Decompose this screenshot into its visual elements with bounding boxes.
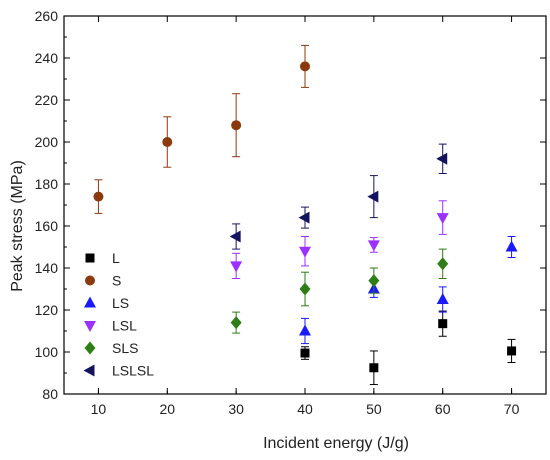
legend-label: SLS <box>112 340 138 356</box>
series-l <box>300 310 517 386</box>
legend-item-l: L <box>85 250 120 266</box>
y-tick-label: 240 <box>35 50 59 66</box>
data-point <box>367 190 379 203</box>
legend-label: LSL <box>112 318 137 334</box>
data-point <box>230 261 243 273</box>
ticks: 10 20 30 40 50 60 70 80 100 120 140 160 180 200 220 240… <box>35 8 546 417</box>
x-tick-label: 10 <box>91 401 107 417</box>
legend-item-s: S <box>85 273 121 289</box>
y-tick-label: 140 <box>35 260 59 276</box>
data-point <box>436 293 449 304</box>
data-point <box>229 230 241 243</box>
legend-label: S <box>112 273 121 289</box>
series-lslsl <box>229 143 448 250</box>
series-s <box>93 44 310 214</box>
data-point <box>231 120 242 131</box>
x-tick-label: 40 <box>297 401 313 417</box>
legend-item-lsl: LSL <box>84 318 137 334</box>
x-tick-label: 60 <box>435 401 451 417</box>
plot-area <box>93 44 518 386</box>
data-point <box>299 282 311 296</box>
data-point <box>299 324 311 336</box>
data-point <box>505 240 518 252</box>
x-tick-label: 50 <box>366 401 382 417</box>
data-point <box>300 61 310 72</box>
y-tick-label: 180 <box>35 176 59 192</box>
legend-label: L <box>112 250 120 266</box>
data-point <box>507 346 517 356</box>
legend-item-sls: SLS <box>84 340 138 356</box>
data-point <box>162 137 173 147</box>
data-point <box>230 316 242 330</box>
x-axis-title: Incident energy (J/g) <box>263 435 409 452</box>
series-sls <box>230 248 449 334</box>
x-tick-label: 20 <box>159 401 175 417</box>
data-point <box>93 191 104 202</box>
y-tick-label: 120 <box>35 302 59 318</box>
legend-label: LS <box>112 295 129 311</box>
legend-marker <box>84 296 96 308</box>
data-point <box>368 274 380 288</box>
y-tick-label: 80 <box>42 386 58 402</box>
legend-item-ls: LS <box>84 295 129 311</box>
x-tick-label: 30 <box>228 401 244 417</box>
data-point <box>300 348 310 358</box>
y-tick-label: 160 <box>35 218 59 234</box>
legend-marker <box>85 253 95 263</box>
y-tick-label: 260 <box>35 8 59 24</box>
series-ls <box>299 236 518 345</box>
y-tick-label: 220 <box>35 92 59 108</box>
data-point <box>299 246 311 258</box>
legend-label: LSLSL <box>112 363 154 379</box>
y-tick-label: 100 <box>35 344 59 360</box>
data-point <box>436 213 449 225</box>
legend-marker <box>84 321 96 332</box>
y-axis-title: Peak stress (MPa) <box>9 160 26 292</box>
x-tick-label: 70 <box>504 401 520 417</box>
data-point <box>437 257 449 271</box>
legend-marker <box>84 341 96 355</box>
data-point <box>369 363 379 373</box>
legend-marker <box>85 275 95 286</box>
legend-item-lslsl: LSLSL <box>83 363 154 379</box>
data-point <box>436 152 448 165</box>
data-point <box>367 240 380 252</box>
series-lsl <box>230 200 449 279</box>
legend-marker <box>83 364 95 377</box>
data-point <box>438 319 448 329</box>
data-point <box>298 211 310 224</box>
y-tick-label: 200 <box>35 134 59 150</box>
